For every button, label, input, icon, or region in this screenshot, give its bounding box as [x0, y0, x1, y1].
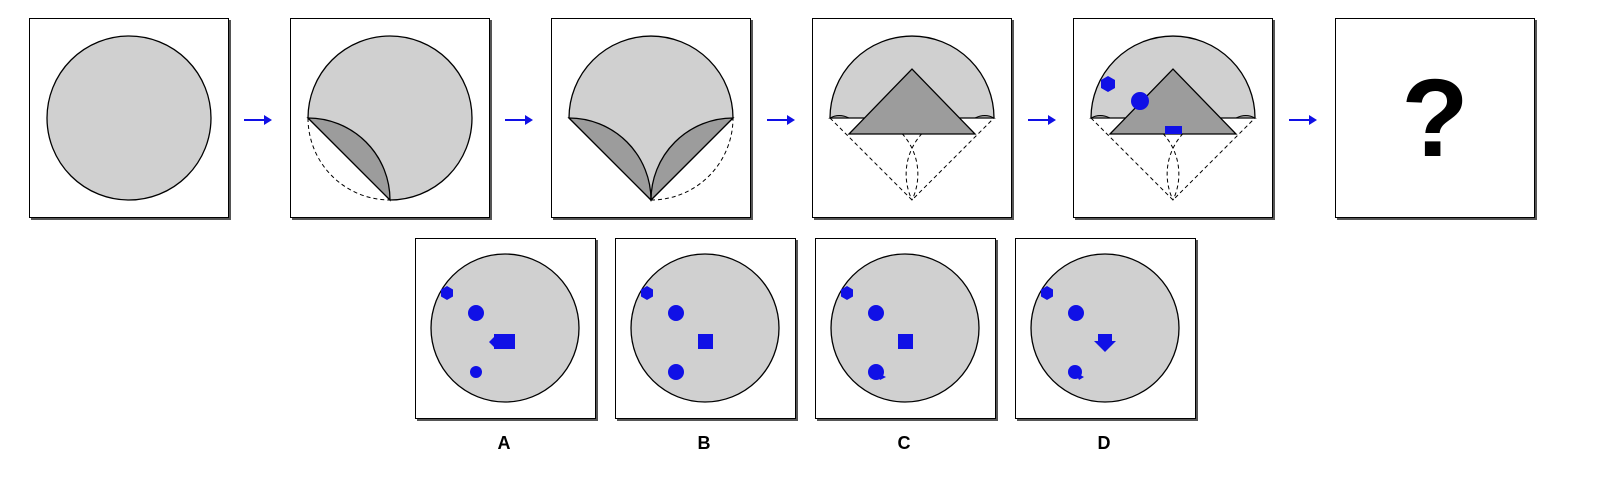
square-hole-icon [500, 334, 515, 349]
option-b-panel[interactable] [615, 238, 796, 419]
arrow-down-hole-icon [1094, 334, 1116, 352]
option-a-panel[interactable] [415, 238, 596, 419]
notched-circle-hole-icon [876, 372, 886, 380]
circle-hole-icon [668, 305, 684, 321]
circle-hole-icon [668, 364, 684, 380]
paper-circle [46, 35, 212, 201]
right-folded-flap [650, 117, 735, 202]
square-hole-icon [698, 334, 713, 349]
left-small-flap [828, 115, 850, 119]
step-3-panel [551, 18, 751, 218]
circle-hole-icon [470, 366, 482, 378]
circle-hole-icon [1068, 305, 1084, 321]
circle-hole-icon [868, 305, 884, 321]
option-d-figure [1030, 253, 1180, 403]
option-c-figure [830, 253, 980, 403]
step-1-panel [29, 18, 229, 218]
dashed-inner-arcs [878, 117, 946, 201]
square-hole-icon [1165, 126, 1182, 134]
paper-circle [1030, 253, 1180, 403]
option-a-figure [430, 253, 580, 403]
hexagon-hole-icon [641, 286, 653, 300]
left-small-flap [1089, 115, 1111, 119]
third-fold-figure [828, 35, 996, 201]
folded-flap [306, 117, 391, 202]
step-2-panel [290, 18, 490, 218]
notched-circle-hole-icon [1075, 372, 1084, 380]
hexagon-hole-icon [841, 286, 853, 300]
hexagon-hole-icon [441, 286, 453, 300]
arrow-right-icon [767, 115, 795, 125]
arrow-right-icon [1289, 115, 1317, 125]
paper-body [307, 35, 473, 201]
paper-circle [430, 253, 580, 403]
option-d-panel[interactable] [1015, 238, 1196, 419]
question-mark: ? [1401, 56, 1469, 180]
first-fold-figure [306, 35, 473, 202]
dashed-inner-arcs [1139, 117, 1207, 201]
arrow-right-icon [505, 115, 533, 125]
right-small-flap [1235, 115, 1257, 119]
unfolded-circle-figure [46, 35, 212, 201]
dashed-original-edge [650, 117, 734, 201]
punched-fold-figure [1089, 35, 1257, 201]
right-small-flap [974, 115, 996, 119]
hexagon-hole-icon [1101, 76, 1115, 92]
second-fold-figure [567, 35, 735, 202]
arrow-right-icon [1028, 115, 1056, 125]
step-4-panel [812, 18, 1012, 218]
arrow-right-icon [244, 115, 272, 125]
option-d-label[interactable]: D [1097, 433, 1111, 453]
answer-placeholder-panel: ? [1335, 18, 1535, 218]
pentagon-arrow-hole-icon [494, 334, 502, 349]
square-hole-icon [898, 334, 913, 349]
option-b-label[interactable]: B [697, 433, 711, 453]
option-c-panel[interactable] [815, 238, 996, 419]
paper-circle [830, 253, 980, 403]
left-folded-flap [567, 117, 652, 202]
option-a-label[interactable]: A [497, 433, 511, 453]
option-b-figure [630, 253, 780, 403]
option-c-label[interactable]: C [897, 433, 911, 453]
hexagon-hole-icon [1041, 286, 1053, 300]
dashed-original-edge [307, 117, 391, 201]
folded-triangle [847, 68, 977, 135]
circle-hole-icon [468, 305, 484, 321]
paper-circle [630, 253, 780, 403]
circle-hole-icon [1131, 92, 1149, 110]
step-5-panel [1073, 18, 1273, 218]
paper-body [568, 35, 734, 201]
